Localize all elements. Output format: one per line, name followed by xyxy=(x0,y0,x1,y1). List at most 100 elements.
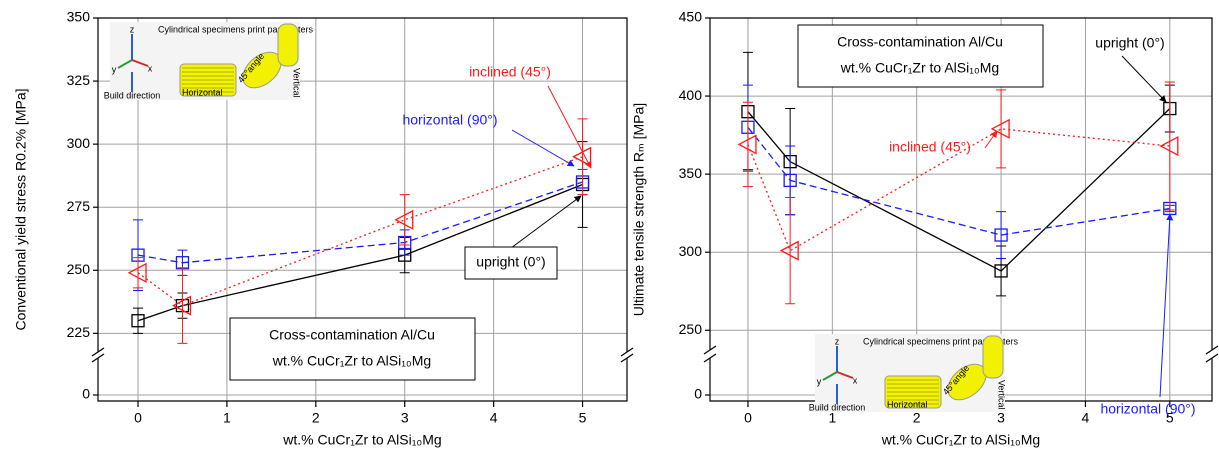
x-tick-label: 2 xyxy=(913,410,921,426)
label-arrow xyxy=(510,195,582,249)
series-line xyxy=(747,126,1170,236)
data-point xyxy=(737,134,757,155)
series-label: horizontal (90°) xyxy=(1100,401,1195,417)
y-tick-label: 250 xyxy=(67,261,91,277)
error-bar xyxy=(785,197,796,305)
label-arrow xyxy=(984,130,998,149)
chart-panel: 0 225 250 275 300 325 350 0 1 2 3 4 5 wt.% CuCr₁Zr to… xyxy=(13,9,634,448)
y-axis-label: Ultimate tensile strength Rₘ [MPa] xyxy=(631,103,647,316)
axis-break xyxy=(703,345,717,355)
y-tick-label: 225 xyxy=(67,324,91,340)
series-line xyxy=(137,156,583,307)
x-tick-label: 4 xyxy=(1082,410,1090,426)
series-line xyxy=(137,181,583,264)
y-tick-label: 450 xyxy=(679,9,703,25)
inset-title: Cylindrical specimens print parameters xyxy=(158,24,314,34)
series-line xyxy=(137,183,583,322)
info-box xyxy=(229,317,476,381)
inset-axis-label: Build direction xyxy=(809,402,866,412)
axis-break xyxy=(1205,345,1219,355)
data-point xyxy=(1159,135,1179,157)
y-tick-label: 350 xyxy=(67,9,91,25)
y-tick-label: 325 xyxy=(67,72,91,88)
x-tick-label: 4 xyxy=(490,410,498,426)
data-point xyxy=(779,240,799,261)
inset-label: Horizontal xyxy=(887,399,928,409)
inset-axis-letter: y xyxy=(817,376,822,386)
y-tick-label: 300 xyxy=(679,243,703,259)
series-label: upright (0°) xyxy=(476,254,545,270)
y-tick-label: 275 xyxy=(67,198,91,214)
inset-axis-letter: x xyxy=(853,375,858,385)
x-tick-label: 0 xyxy=(134,410,142,426)
y-tick-label: 0 xyxy=(694,386,702,402)
error-bar xyxy=(577,118,588,196)
info-box xyxy=(797,24,1044,88)
data-point xyxy=(783,173,797,188)
info-text: Cross-contamination Al/Cu xyxy=(837,34,1003,50)
axis-break xyxy=(620,353,634,363)
data-point xyxy=(994,264,1008,278)
x-tick-label: 3 xyxy=(401,410,409,426)
inset-axis-label: Build direction xyxy=(104,90,161,100)
x-axis-label: wt.% CuCr₁Zr to AlSi₁₀Mg xyxy=(282,432,441,448)
inset-title: Cylindrical specimens print parameters xyxy=(863,336,1019,346)
x-tick-label: 3 xyxy=(997,410,1005,426)
x-tick-label: 1 xyxy=(828,410,836,426)
axis-break xyxy=(1205,353,1219,363)
series-line xyxy=(747,128,1170,252)
series-label: inclined (45°) xyxy=(469,64,551,80)
axis-frame xyxy=(97,17,628,402)
axis-x xyxy=(131,59,149,67)
label-arrow xyxy=(547,85,592,169)
inset: z y x Build direction Cylindrical specimens … xyxy=(809,334,1019,412)
inset-label: Vertical xyxy=(997,380,1007,410)
axis-break xyxy=(91,353,105,363)
data-point xyxy=(572,146,592,167)
axis-break xyxy=(91,347,105,357)
error-bar xyxy=(177,267,188,344)
data-point xyxy=(994,228,1008,242)
info-text: wt.% CuCr₁Zr to AlSi₁₀Mg xyxy=(272,353,431,369)
error-bar xyxy=(996,211,1007,259)
vertical-specimen xyxy=(982,335,1004,379)
axis-x xyxy=(836,371,854,379)
error-bar xyxy=(399,194,410,246)
inset-axis-letter: x xyxy=(148,63,153,73)
x-tick-label: 0 xyxy=(744,410,752,426)
series-line xyxy=(747,108,1171,272)
label-arrow xyxy=(1121,55,1167,103)
error-bar xyxy=(133,257,144,289)
series-label: inclined (45°) xyxy=(889,139,971,155)
error-bar xyxy=(1164,81,1175,211)
chart-panel: 0 250 300 350 400 450 0 1 2 3 4 5 wt.% CuCr₁Zr to Al… xyxy=(631,9,1219,448)
data-point xyxy=(172,295,192,316)
axis-break xyxy=(620,347,634,357)
inset-axis-letter: z xyxy=(130,24,135,34)
info-text: Cross-contamination Al/Cu xyxy=(269,327,435,343)
series-label: upright (0°) xyxy=(1095,35,1164,51)
x-tick-label: 5 xyxy=(579,410,587,426)
x-axis-label: wt.% CuCr₁Zr to AlSi₁₀Mg xyxy=(881,432,1040,448)
error-bar xyxy=(742,101,753,188)
axis-y xyxy=(822,371,838,381)
error-bar xyxy=(996,89,1007,169)
data-point xyxy=(131,314,145,328)
y-tick-label: 400 xyxy=(679,87,703,103)
x-tick-label: 5 xyxy=(1166,410,1174,426)
y-tick-label: 0 xyxy=(82,386,90,402)
axis-break xyxy=(703,353,717,363)
data-point xyxy=(990,118,1010,139)
y-tick-label: 250 xyxy=(679,321,703,337)
series-label: horizontal (90°) xyxy=(402,112,497,128)
x-tick-label: 2 xyxy=(312,410,320,426)
inset-axis-letter: z xyxy=(835,336,840,346)
inset-label: Vertical xyxy=(292,68,302,98)
data-point xyxy=(127,262,147,283)
error-bar xyxy=(133,307,144,334)
inset-label: Horizontal xyxy=(182,87,223,97)
label-arrow xyxy=(511,129,575,167)
inset: z y x Build direction Cylindrical specimens … xyxy=(104,22,314,100)
data-point xyxy=(394,209,414,230)
